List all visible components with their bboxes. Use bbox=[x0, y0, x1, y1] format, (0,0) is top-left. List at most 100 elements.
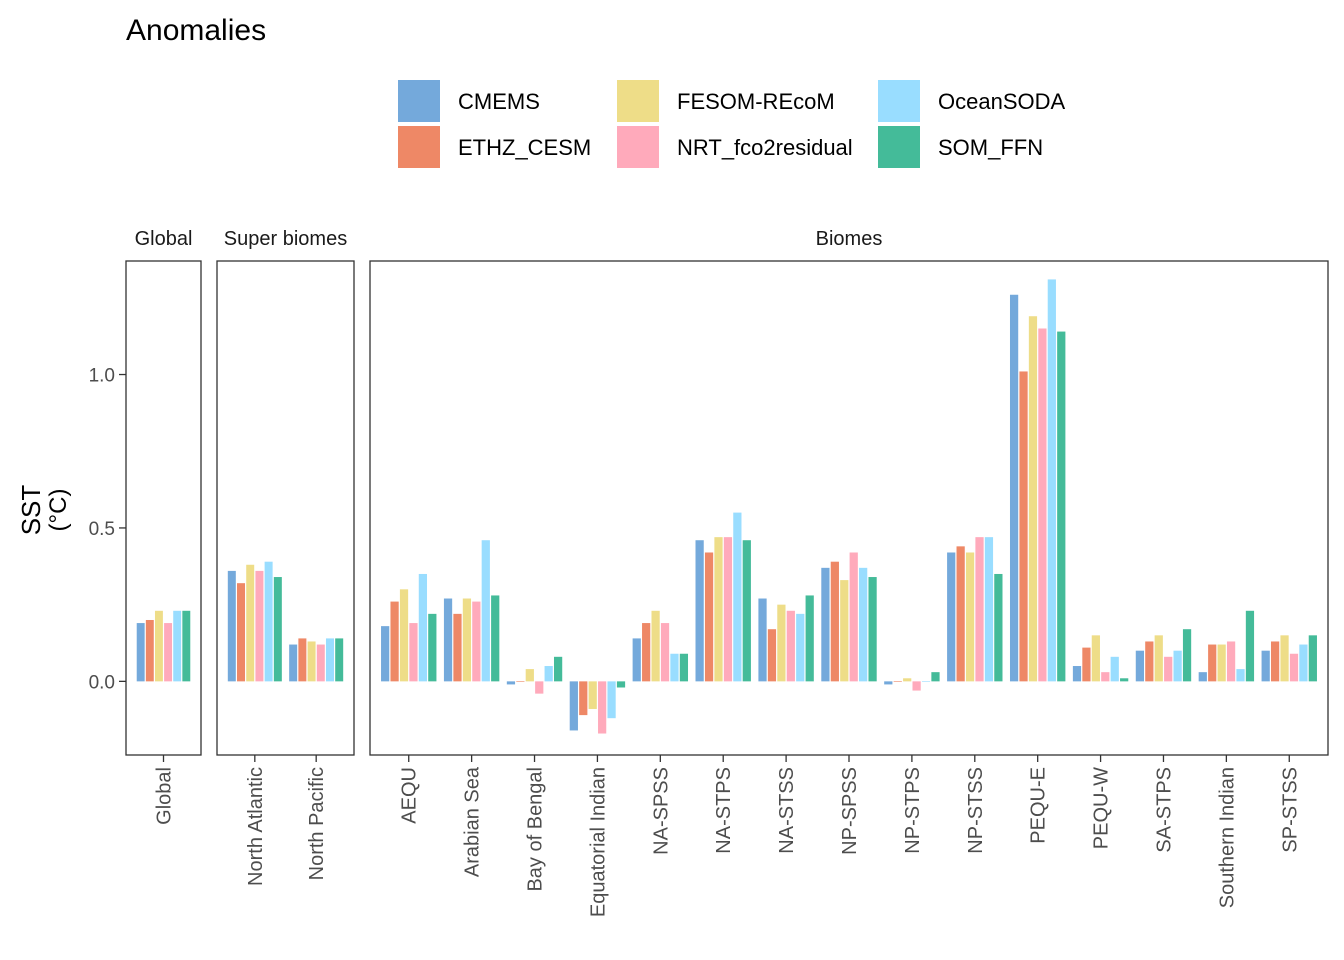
bar bbox=[975, 537, 984, 682]
bar bbox=[984, 537, 994, 682]
bar bbox=[506, 681, 516, 685]
bar bbox=[1289, 653, 1299, 682]
bar bbox=[868, 577, 877, 682]
bar bbox=[1145, 641, 1154, 682]
bar bbox=[579, 681, 588, 716]
bar bbox=[893, 681, 902, 682]
bar bbox=[931, 672, 940, 682]
bar bbox=[246, 564, 255, 682]
bar bbox=[1261, 650, 1270, 682]
bar bbox=[840, 580, 849, 682]
y-axis-title: SST (°C) bbox=[16, 485, 72, 536]
bar bbox=[1019, 371, 1028, 682]
bar bbox=[723, 537, 733, 682]
bar bbox=[1208, 644, 1217, 682]
bar bbox=[1135, 650, 1145, 682]
bar bbox=[777, 604, 786, 682]
chart-title: Anomalies bbox=[126, 14, 266, 47]
legend-swatch bbox=[617, 80, 659, 122]
bar bbox=[859, 567, 868, 682]
x-tick-label: NP-STPS bbox=[902, 767, 924, 854]
bar bbox=[651, 610, 660, 682]
panel-border bbox=[216, 260, 355, 756]
bar bbox=[1047, 279, 1056, 682]
bar bbox=[758, 598, 767, 682]
legend: CMEMS ETHZ_CESM FESOM-REcoM NRT_fco2residua… bbox=[398, 80, 1065, 168]
bar bbox=[525, 669, 534, 682]
bar bbox=[418, 573, 428, 682]
bar bbox=[516, 681, 525, 682]
bar bbox=[154, 610, 163, 682]
legend-swatch bbox=[878, 126, 920, 168]
bar bbox=[695, 540, 704, 682]
facet-panel: Global Global bbox=[125, 228, 202, 825]
bar bbox=[472, 601, 481, 682]
x-tick-label: NP-SPSS bbox=[839, 767, 861, 855]
bar bbox=[237, 583, 246, 682]
bar bbox=[821, 567, 830, 682]
bar bbox=[255, 570, 264, 682]
legend-swatch bbox=[398, 80, 440, 122]
bar bbox=[956, 546, 965, 682]
bar bbox=[443, 598, 453, 682]
bar bbox=[227, 570, 236, 682]
bar bbox=[1270, 641, 1280, 682]
bar bbox=[325, 638, 334, 682]
bar bbox=[1028, 316, 1038, 682]
bar bbox=[390, 601, 399, 682]
bar bbox=[289, 644, 298, 682]
x-tick-label: Global bbox=[154, 767, 176, 825]
bar bbox=[786, 610, 795, 682]
bar bbox=[1198, 672, 1207, 682]
y-tick-label: 0.0 bbox=[89, 672, 115, 693]
y-axis-title-line1: SST bbox=[16, 485, 46, 536]
bar bbox=[1245, 610, 1255, 682]
legend-label: OceanSODA bbox=[938, 89, 1065, 114]
facet-panels: Global Global Super biomes North Atlantic No… bbox=[125, 228, 1329, 917]
x-tick-label: Equatorial Indian bbox=[587, 767, 609, 917]
bar bbox=[164, 623, 173, 682]
x-tick-label: SP-STSS bbox=[1279, 767, 1301, 853]
y-tick-label: 1.0 bbox=[89, 366, 115, 387]
bar bbox=[453, 613, 462, 682]
bar bbox=[714, 537, 723, 682]
legend-label: FESOM-REcoM bbox=[677, 89, 835, 114]
bar bbox=[632, 638, 641, 682]
bar bbox=[994, 573, 1003, 682]
bar bbox=[569, 681, 578, 731]
bar bbox=[399, 589, 409, 682]
bar bbox=[273, 577, 282, 682]
bar bbox=[1009, 294, 1019, 682]
legend-label: NRT_fco2residual bbox=[677, 135, 853, 160]
legend-swatch bbox=[878, 80, 920, 122]
bar bbox=[912, 681, 921, 691]
bar bbox=[1110, 656, 1119, 682]
bar bbox=[830, 561, 839, 682]
bar bbox=[598, 681, 607, 734]
bar bbox=[947, 552, 956, 682]
bar bbox=[616, 681, 626, 688]
bar bbox=[742, 540, 751, 682]
bar bbox=[136, 623, 145, 682]
legend-swatch bbox=[398, 126, 440, 168]
y-tick-label: 0.5 bbox=[89, 519, 115, 540]
bar bbox=[1299, 644, 1308, 682]
y-axis-title-line2: (°C) bbox=[45, 489, 72, 532]
bar bbox=[409, 623, 418, 682]
bar bbox=[1280, 635, 1289, 682]
bar bbox=[1154, 635, 1163, 682]
bar bbox=[481, 540, 490, 682]
bar bbox=[544, 666, 553, 682]
x-tick-label: PEQU-E bbox=[1028, 767, 1050, 844]
x-tick-label: NA-STSS bbox=[776, 767, 798, 854]
bar bbox=[335, 638, 344, 682]
bar bbox=[381, 626, 390, 682]
legend-label: ETHZ_CESM bbox=[458, 135, 591, 160]
x-tick-label: NA-STPS bbox=[713, 767, 735, 854]
bar bbox=[1217, 644, 1226, 682]
bar bbox=[145, 619, 154, 682]
bar bbox=[428, 613, 437, 682]
bar bbox=[1308, 635, 1317, 682]
bar bbox=[884, 681, 893, 685]
